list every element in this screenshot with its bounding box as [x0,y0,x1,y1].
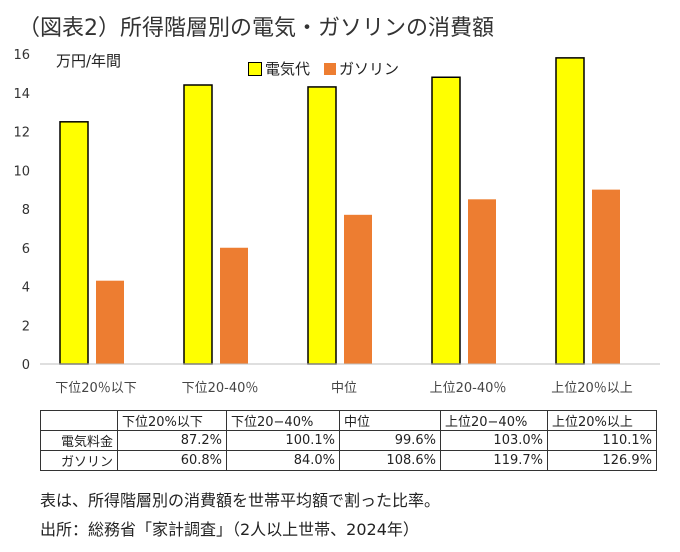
legend-swatch-electricity [248,61,262,76]
table-cell: 108.6% [339,450,441,471]
legend-label-electricity: 電気代 [265,60,311,78]
bar-gasoline [96,280,124,364]
table-header-cell: 上位20−40% [440,410,548,431]
table-row-label: ガソリン [40,450,118,471]
y-tick-label: 16 [13,48,30,63]
table-cell: 110.1% [547,430,657,451]
table-cell: 87.2% [117,430,227,451]
table-header-cell: 上位20%以上 [547,410,657,431]
y-tick-label: 2 [22,319,30,334]
table-row-label: 電気料金 [40,430,118,451]
bar-gasoline [344,214,372,364]
chart-title: （図表2）所得階層別の電気・ガソリンの消費額 [18,16,494,41]
bars [59,57,620,365]
table-cell: 119.7% [440,450,548,471]
legend-label-gasoline: ガソリン [339,60,400,78]
y-axis-ticks: 0 2 4 6 8 10 12 14 16 [13,48,30,373]
bar-chart: 0 2 4 6 8 10 12 14 16 下位20％以下 下位20-40％ 中位 上位20-40％ 上… [13,48,660,396]
table-header-cell: 下位20−40% [226,410,340,431]
y-tick-label: 10 [13,164,30,179]
table-corner-cell [40,410,118,431]
x-axis-labels: 下位20％以下 下位20-40％ 中位 上位20-40％ 上位20％以上 [55,381,633,396]
bar-electricity [431,76,461,365]
x-tick-label: 中位 [331,381,357,396]
table-cell: 100.1% [226,430,340,451]
bar-electricity [555,57,585,365]
x-tick-label: 上位20-40％ [430,381,507,396]
table-header-row: 下位20%以下 下位20−40% 中位 上位20−40% 上位20%以上 [40,410,657,431]
table-cell: 103.0% [440,430,548,451]
x-tick-label: 下位20-40％ [182,381,259,396]
x-tick-label: 上位20％以上 [551,381,633,396]
bar-electricity [183,84,213,365]
table-cell: 60.8% [117,450,227,471]
bar-gasoline [592,189,620,364]
y-tick-label: 4 [22,281,30,296]
y-tick-label: 6 [22,242,30,257]
bar-electricity [307,86,337,365]
ratio-table: 下位20%以下 下位20−40% 中位 上位20−40% 上位20%以上 電気料… [40,410,657,471]
y-tick-label: 0 [22,358,30,373]
table-row: ガソリン 60.8% 84.0% 108.6% 119.7% 126.9% [40,450,657,471]
bar-gasoline [220,247,248,364]
bar-electricity [59,121,89,365]
footnote-ratio: 表は、所得階層別の消費額を世帯平均額で割った比率。 [40,491,441,510]
bar-gasoline [468,199,496,364]
legend: 電気代 ガソリン [248,58,413,79]
y-axis-unit: 万円/年間 [56,52,122,70]
table-cell: 84.0% [226,450,340,471]
table-row: 電気料金 87.2% 100.1% 99.6% 103.0% 110.1% [40,430,657,451]
y-tick-label: 8 [22,203,30,218]
table-cell: 126.9% [547,450,657,471]
legend-item-gasoline: ガソリン [324,58,399,79]
footnote-source: 出所：総務省「家計調査」（2人以上世帯、2024年） [40,520,419,539]
table-header-cell: 中位 [339,410,441,431]
y-tick-label: 14 [13,87,30,102]
legend-swatch-gasoline [324,62,337,75]
x-tick-label: 下位20％以下 [55,381,137,396]
table-cell: 99.6% [339,430,441,451]
legend-item-electricity: 電気代 [248,58,310,79]
y-tick-label: 12 [13,126,30,141]
table-header-cell: 下位20%以下 [117,410,227,431]
